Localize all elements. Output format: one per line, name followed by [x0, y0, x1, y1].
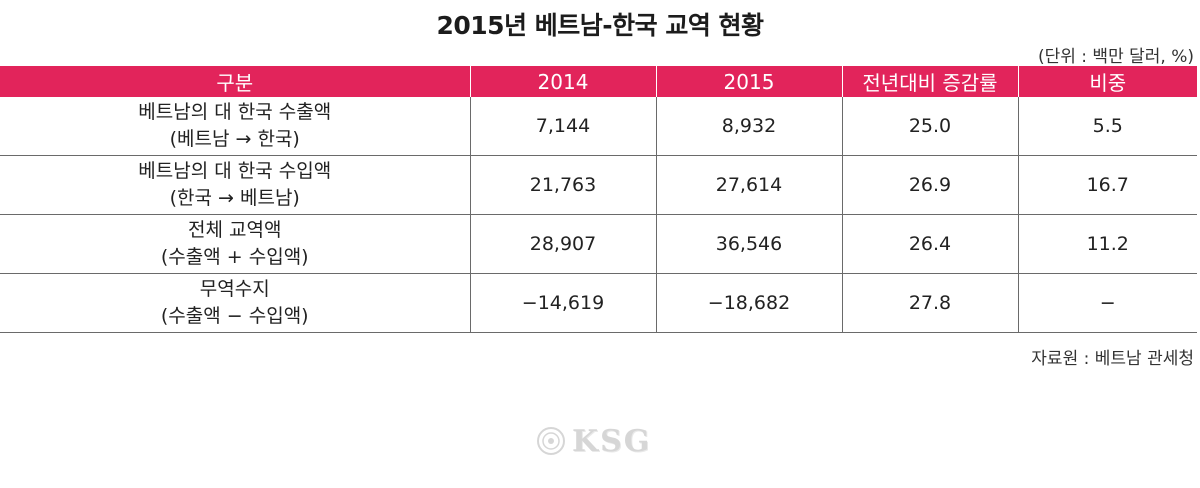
header-2015: 2015 [656, 66, 843, 97]
table-header-row: 구분 2014 2015 전년대비 증감률 비중 [0, 66, 1197, 97]
category-cell: 전체 교역액 (수출액 + 수입액) [0, 214, 471, 274]
value-share: 11.2 [1018, 214, 1197, 274]
table-row: 베트남의 대 한국 수입액 (한국 → 베트남) 21,763 27,614 2… [0, 155, 1197, 215]
value-change: 27.8 [842, 273, 1019, 333]
category-line1: 무역수지 [199, 278, 270, 300]
value-change: 26.9 [842, 155, 1019, 215]
value-change: 25.0 [842, 97, 1019, 156]
value-2014: 21,763 [470, 155, 657, 215]
unit-note: (단위 : 백만 달러, %) [1037, 47, 1194, 67]
source-note: 자료원 : 베트남 관세청 [1031, 349, 1194, 369]
value-share: 5.5 [1092, 115, 1123, 137]
trade-table: 구분 2014 2015 전년대비 증감률 비중 베트남의 대 한국 수출액 (… [0, 66, 1197, 333]
value-2014: 28,907 [470, 214, 657, 274]
header-share: 비중 [1018, 66, 1197, 97]
value-share: − [1018, 273, 1197, 333]
value-2014: −14,619 [470, 273, 657, 333]
category-line2: (수출액 − 수입액) [160, 305, 309, 327]
header-2014: 2014 [470, 66, 657, 97]
value-change: 26.4 [842, 214, 1019, 274]
category-line2: (수출액 + 수입액) [160, 246, 309, 268]
category-cell: 베트남의 대 한국 수출액 (베트남 → 한국) [0, 97, 471, 156]
category-cell: 베트남의 대 한국 수입액 (한국 → 베트남) [0, 155, 471, 215]
page-title: 2015년 베트남-한국 교역 현황 [436, 11, 764, 40]
value-share: 16.7 [1018, 155, 1197, 215]
table-row: 전체 교역액 (수출액 + 수입액) 28,907 36,546 26.4 11… [0, 214, 1197, 274]
value-2014: 7,144 [470, 97, 657, 156]
value-2015: 27,614 [656, 155, 843, 215]
value-2015: −18,682 [656, 273, 843, 333]
header-change: 전년대비 증감률 [842, 66, 1019, 97]
header-category: 구분 [0, 66, 471, 97]
category-line1: 베트남의 대 한국 수입액 [138, 160, 332, 182]
category-cell: 무역수지 (수출액 − 수입액) [0, 273, 471, 333]
seal-icon [537, 427, 565, 455]
table-row: 무역수지 (수출액 − 수입액) −14,619 −18,682 27.8 − [0, 273, 1197, 333]
watermark: KSG [536, 423, 652, 459]
category-line2: (한국 → 베트남) [169, 187, 300, 209]
category-line1: 베트남의 대 한국 수출액 [138, 101, 332, 123]
table-row: 베트남의 대 한국 수출액 (베트남 → 한국) 7,144 8,932 25.… [0, 97, 1197, 156]
category-line1: 전체 교역액 [188, 219, 282, 241]
value-2015: 8,932 [656, 97, 843, 156]
value-2015: 36,546 [656, 214, 843, 274]
watermark-text: KSG [572, 423, 652, 459]
category-line2: (베트남 → 한국) [169, 128, 300, 150]
